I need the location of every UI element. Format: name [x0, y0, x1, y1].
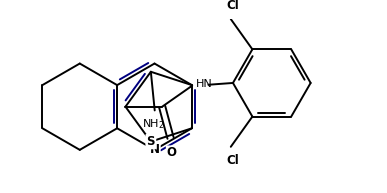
Text: O: O: [166, 146, 176, 159]
Text: HN: HN: [196, 79, 212, 89]
Text: Cl: Cl: [226, 154, 239, 167]
Text: N: N: [149, 143, 159, 156]
Text: NH$_2$: NH$_2$: [142, 118, 164, 131]
Text: S: S: [147, 135, 155, 148]
Text: Cl: Cl: [226, 0, 239, 12]
